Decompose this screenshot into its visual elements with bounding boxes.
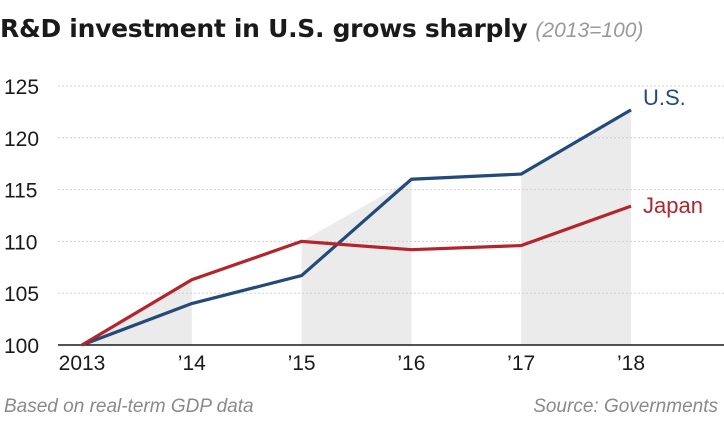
y-tick-label-105: 105 [4, 283, 39, 306]
y-tick-label-120: 120 [4, 128, 39, 151]
legend-label-japan: Japan [643, 193, 703, 218]
chart-subtitle: (2013=100) [535, 19, 644, 42]
x-tick-label-2: ’15 [288, 352, 316, 375]
series-line-us [81, 108, 632, 347]
legend-label-us: U.S. [643, 85, 686, 110]
source-credit: Source: Governments [533, 396, 718, 417]
y-tick-label-125: 125 [4, 76, 39, 99]
y-tick-label-115: 115 [4, 180, 37, 203]
series-line-japan [81, 204, 632, 347]
y-tick-label-110: 110 [4, 231, 37, 254]
shade-band-’16 [301, 179, 412, 345]
x-tick-label-1: ’14 [178, 352, 206, 375]
y-tick-label-100: 100 [4, 335, 39, 358]
footnote: Based on real-term GDP data [4, 396, 254, 417]
x-tick-label-3: ’16 [397, 352, 425, 375]
x-tick-label-4: ’17 [507, 352, 535, 375]
x-tick-label-0: 2013 [59, 352, 106, 375]
x-tick-label-5: ’18 [617, 352, 645, 375]
chart-title: R&D investment in U.S. grows sharply [0, 14, 528, 43]
title-row: R&D investment in U.S. grows sharply (201… [0, 14, 643, 43]
